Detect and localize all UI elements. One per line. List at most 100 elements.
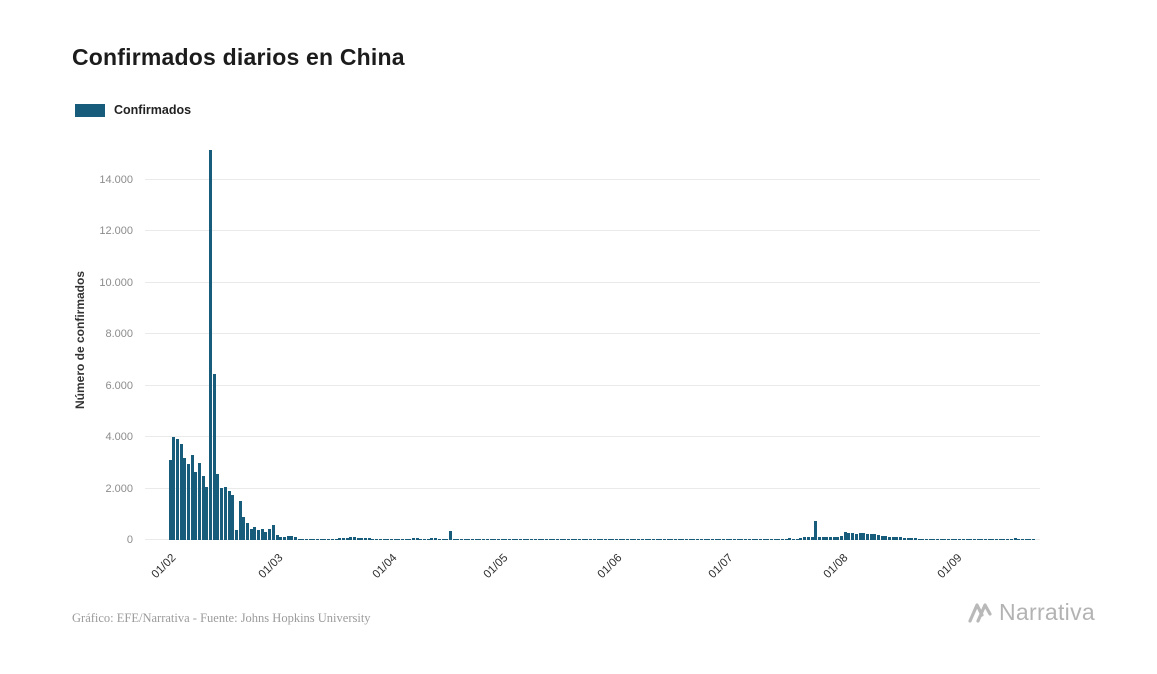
bar [899, 537, 903, 540]
bar [264, 531, 268, 540]
bar [880, 535, 884, 540]
gridline [145, 333, 1040, 335]
y-tick-label: 4.000 [105, 431, 133, 444]
bar [179, 443, 183, 540]
bar [338, 537, 342, 540]
bar [710, 539, 714, 540]
bar [707, 539, 711, 540]
bar [212, 373, 216, 540]
bar [349, 536, 353, 540]
y-tick-label: 6.000 [105, 379, 133, 392]
bar [253, 526, 257, 540]
bar [223, 487, 227, 540]
bar [862, 533, 866, 540]
bar [1028, 539, 1032, 540]
bar [939, 539, 943, 540]
bar [718, 539, 722, 540]
bar [729, 539, 733, 540]
x-tick-label: 01/04 [371, 552, 400, 581]
bar [382, 539, 386, 540]
x-tick-label: 01/07 [706, 552, 736, 581]
bar [175, 439, 179, 540]
bar [567, 539, 571, 540]
bar [873, 534, 877, 540]
bar [851, 533, 855, 540]
bar [574, 539, 578, 540]
bar [958, 539, 962, 540]
x-tick-label: 01/08 [821, 552, 851, 581]
bar [530, 539, 534, 540]
bar [596, 539, 600, 540]
bar [1024, 539, 1028, 540]
x-tick-label: 01/02 [149, 552, 179, 581]
y-tick-label: 8.000 [105, 328, 133, 341]
bar [969, 539, 973, 540]
bar [736, 539, 740, 540]
bar [341, 537, 345, 540]
bar [581, 539, 585, 540]
bar [781, 539, 785, 540]
legend-label: Confirmados [114, 103, 192, 117]
bar [404, 539, 408, 540]
bar [430, 537, 434, 540]
bar [733, 539, 737, 540]
bar [773, 539, 777, 540]
bar [234, 529, 238, 540]
bar [699, 539, 703, 540]
bar [397, 539, 401, 540]
bar [507, 539, 511, 540]
bar [954, 539, 958, 540]
bar [795, 539, 799, 540]
bar [559, 539, 563, 540]
gridline [145, 281, 1040, 283]
bar [869, 534, 873, 540]
bar [183, 457, 187, 540]
bar [493, 539, 497, 540]
bar [393, 539, 397, 540]
bar [611, 539, 615, 540]
bar [829, 537, 832, 540]
bar [803, 537, 807, 540]
bar [836, 536, 840, 540]
bar [769, 539, 773, 540]
bar [301, 538, 305, 540]
bar [308, 539, 312, 540]
bar [570, 539, 574, 540]
bar [544, 539, 548, 540]
bar [415, 538, 419, 540]
bar [286, 536, 290, 540]
x-tick-label: 01/03 [256, 552, 286, 581]
bar [983, 539, 987, 540]
bar [703, 539, 707, 540]
bar [541, 539, 545, 540]
bar [496, 539, 500, 540]
gridline [145, 384, 1040, 386]
y-tick-label: 14.000 [99, 174, 133, 186]
bar [614, 539, 618, 540]
bar [186, 464, 190, 540]
bar [928, 538, 932, 540]
bar [168, 460, 172, 540]
legend-swatch-confirmados [75, 103, 105, 117]
bar [242, 517, 246, 540]
bar [806, 536, 810, 540]
x-tick-label: 01/05 [481, 552, 511, 581]
bar [888, 536, 892, 540]
bar [408, 539, 412, 540]
bar [670, 539, 674, 540]
bar [1006, 539, 1010, 540]
bar [190, 455, 194, 540]
bar [249, 529, 253, 540]
bar [297, 538, 301, 540]
bar [821, 536, 825, 540]
bar [633, 539, 637, 540]
bar [412, 538, 416, 540]
bar [950, 539, 954, 540]
bar [389, 539, 393, 540]
bar [1020, 539, 1024, 540]
bar [426, 538, 430, 540]
bar [323, 539, 327, 540]
bar [913, 538, 917, 540]
bar [533, 539, 537, 540]
